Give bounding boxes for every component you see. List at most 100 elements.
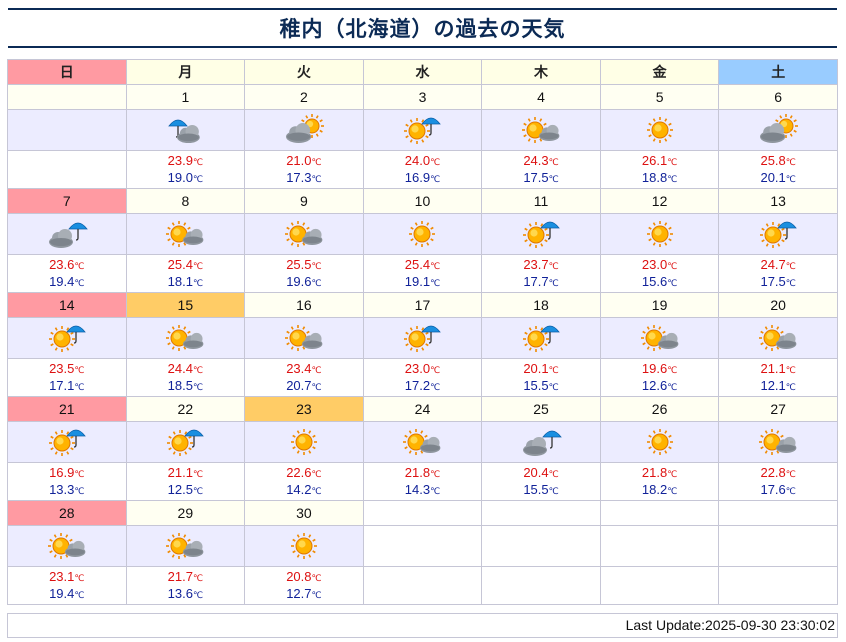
- day-number-row: 7 8 9 10 11 12 13: [8, 189, 838, 214]
- temperature-cell: 16.9℃ 13.3℃: [8, 463, 127, 501]
- weather-icon-row: [8, 318, 838, 359]
- cloud-sun-icon: [245, 114, 363, 146]
- high-temperature: 23.7℃: [482, 257, 600, 274]
- cloud-sun-icon: [719, 114, 837, 146]
- temperature-cell: 24.3℃ 17.5℃: [482, 151, 601, 189]
- high-temperature: 22.8℃: [719, 465, 837, 482]
- day-number: 11: [482, 189, 601, 214]
- low-temperature: 18.5℃: [127, 378, 245, 395]
- weather-cell: [482, 110, 601, 151]
- high-temperature: 24.7℃: [719, 257, 837, 274]
- empty-cell: [8, 151, 127, 189]
- temperature-cell: 19.6℃ 12.6℃: [600, 359, 719, 397]
- sun-umbrella-icon: [127, 426, 245, 458]
- temperature-cell: 20.8℃ 12.7℃: [245, 567, 364, 605]
- empty-cell: [363, 567, 482, 605]
- temperature-cell: 23.9℃ 19.0℃: [126, 151, 245, 189]
- temperature-cell: 23.0℃ 15.6℃: [600, 255, 719, 293]
- weather-cell: [600, 422, 719, 463]
- temperature-cell: 25.4℃ 19.1℃: [363, 255, 482, 293]
- temperature-cell: 23.0℃ 17.2℃: [363, 359, 482, 397]
- low-temperature: 17.7℃: [482, 274, 600, 291]
- day-number: 21: [8, 397, 127, 422]
- weather-cell: [600, 214, 719, 255]
- sun-cloud-icon: [8, 530, 126, 562]
- high-temperature: 23.1℃: [8, 569, 126, 586]
- day-number: 20: [719, 293, 838, 318]
- low-temperature: 19.1℃: [364, 274, 482, 291]
- temperature-row: 23.6℃ 19.4℃ 25.4℃ 18.1℃ 25.5℃ 19.6℃ 25.4℃ 19.1℃…: [8, 255, 838, 293]
- low-temperature: 15.6℃: [601, 274, 719, 291]
- sun-umbrella-icon: [482, 218, 600, 250]
- temperature-cell: 22.8℃ 17.6℃: [719, 463, 838, 501]
- day-number-row: 28 29 30: [8, 501, 838, 526]
- weather-cell: [126, 110, 245, 151]
- sun-umbrella-icon: [364, 322, 482, 354]
- empty-cell: [363, 526, 482, 567]
- high-temperature: 25.4℃: [127, 257, 245, 274]
- weather-cell: [8, 214, 127, 255]
- high-temperature: 24.4℃: [127, 361, 245, 378]
- temperature-cell: 24.4℃ 18.5℃: [126, 359, 245, 397]
- weather-cell: [363, 318, 482, 359]
- weather-cell: [8, 318, 127, 359]
- high-temperature: 24.0℃: [364, 153, 482, 170]
- empty-cell: [363, 501, 482, 526]
- day-number: 28: [8, 501, 127, 526]
- high-temperature: 20.4℃: [482, 465, 600, 482]
- day-number: 23: [245, 397, 364, 422]
- day-number: 10: [363, 189, 482, 214]
- low-temperature: 15.5℃: [482, 482, 600, 499]
- day-number: 1: [126, 85, 245, 110]
- weather-cell: [245, 422, 364, 463]
- sun-umbrella-icon: [482, 322, 600, 354]
- low-temperature: 17.1℃: [8, 378, 126, 395]
- temperature-cell: 21.8℃ 14.3℃: [363, 463, 482, 501]
- weekday-friday: 金: [600, 60, 719, 85]
- weekday-tuesday: 火: [245, 60, 364, 85]
- day-number: 19: [600, 293, 719, 318]
- day-number: 24: [363, 397, 482, 422]
- low-temperature: 14.3℃: [364, 482, 482, 499]
- temperature-cell: 21.7℃ 13.6℃: [126, 567, 245, 605]
- temperature-cell: 21.0℃ 17.3℃: [245, 151, 364, 189]
- temperature-cell: 21.8℃ 18.2℃: [600, 463, 719, 501]
- day-number: 5: [600, 85, 719, 110]
- low-temperature: 20.1℃: [719, 170, 837, 187]
- weather-cell: [719, 214, 838, 255]
- weather-cell: [8, 526, 127, 567]
- sun-umbrella-icon: [719, 218, 837, 250]
- weather-cell: [126, 318, 245, 359]
- day-number: 17: [363, 293, 482, 318]
- empty-cell: [8, 110, 127, 151]
- empty-cell: [482, 567, 601, 605]
- day-number: 4: [482, 85, 601, 110]
- temperature-cell: 24.7℃ 17.5℃: [719, 255, 838, 293]
- cloud-umbrella-icon: [8, 218, 126, 250]
- weather-cell: [126, 214, 245, 255]
- empty-cell: [719, 501, 838, 526]
- day-number: 16: [245, 293, 364, 318]
- weather-calendar: 日 月 火 水 木 金 土 1 2 3 4 5 6 23.9℃ 19.0℃ 21.0℃ 17.3℃…: [7, 59, 838, 605]
- temperature-cell: 25.4℃ 18.1℃: [126, 255, 245, 293]
- sun-icon: [364, 218, 482, 250]
- high-temperature: 21.8℃: [364, 465, 482, 482]
- sun-umbrella-icon: [8, 426, 126, 458]
- cloud-umbrella-icon: [482, 426, 600, 458]
- weather-cell: [600, 318, 719, 359]
- sun-cloud-icon: [245, 322, 363, 354]
- temperature-row: 16.9℃ 13.3℃ 21.1℃ 12.5℃ 22.6℃ 14.2℃ 21.8℃ 14.3℃…: [8, 463, 838, 501]
- temperature-cell: 21.1℃ 12.1℃: [719, 359, 838, 397]
- weather-icon-row: [8, 110, 838, 151]
- sun-cloud-icon: [127, 322, 245, 354]
- low-temperature: 16.9℃: [364, 170, 482, 187]
- low-temperature: 15.5℃: [482, 378, 600, 395]
- temperature-cell: 26.1℃ 18.8℃: [600, 151, 719, 189]
- low-temperature: 19.4℃: [8, 586, 126, 603]
- weather-cell: [126, 526, 245, 567]
- high-temperature: 25.5℃: [245, 257, 363, 274]
- day-number: 30: [245, 501, 364, 526]
- weather-icon-row: [8, 422, 838, 463]
- day-number: 14: [8, 293, 127, 318]
- empty-cell: [482, 501, 601, 526]
